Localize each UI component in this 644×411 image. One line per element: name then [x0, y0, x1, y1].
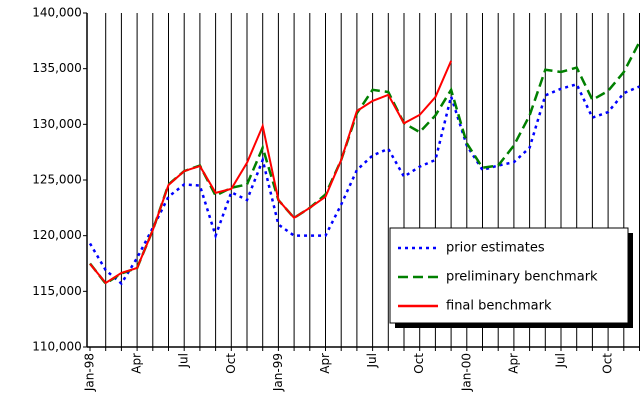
x-tick-label: Jan-98 — [83, 353, 97, 392]
y-tick-label: 125,000 — [32, 173, 82, 187]
x-tick-label: Oct — [224, 353, 238, 374]
series-line — [89, 60, 453, 285]
y-tick-label: 110,000 — [32, 340, 82, 354]
x-tick-label: Apr — [506, 353, 520, 374]
x-tick-label: Jul — [554, 353, 568, 368]
x-tick-label: Jul — [365, 353, 379, 368]
x-tick-label: Apr — [318, 353, 332, 374]
x-tick-label: Oct — [601, 353, 615, 374]
series-line — [88, 82, 640, 286]
y-tick-label: 140,000 — [32, 6, 82, 20]
legend-label: prior estimates — [446, 241, 545, 256]
x-tick-label: Jul — [177, 353, 191, 368]
y-tick-label: 130,000 — [32, 117, 82, 131]
x-tick-label: Oct — [412, 353, 426, 374]
x-tick-label: Jan-99 — [271, 353, 285, 392]
x-tick-label: Apr — [130, 353, 144, 374]
x-tick-label: Jan-00 — [459, 353, 473, 392]
y-tick-label: 120,000 — [32, 228, 82, 242]
y-tick-label: 115,000 — [32, 284, 82, 298]
legend-label: final benchmark — [446, 299, 552, 314]
y-tick-label: 135,000 — [32, 61, 82, 75]
legend-label: preliminary benchmark — [446, 270, 598, 285]
